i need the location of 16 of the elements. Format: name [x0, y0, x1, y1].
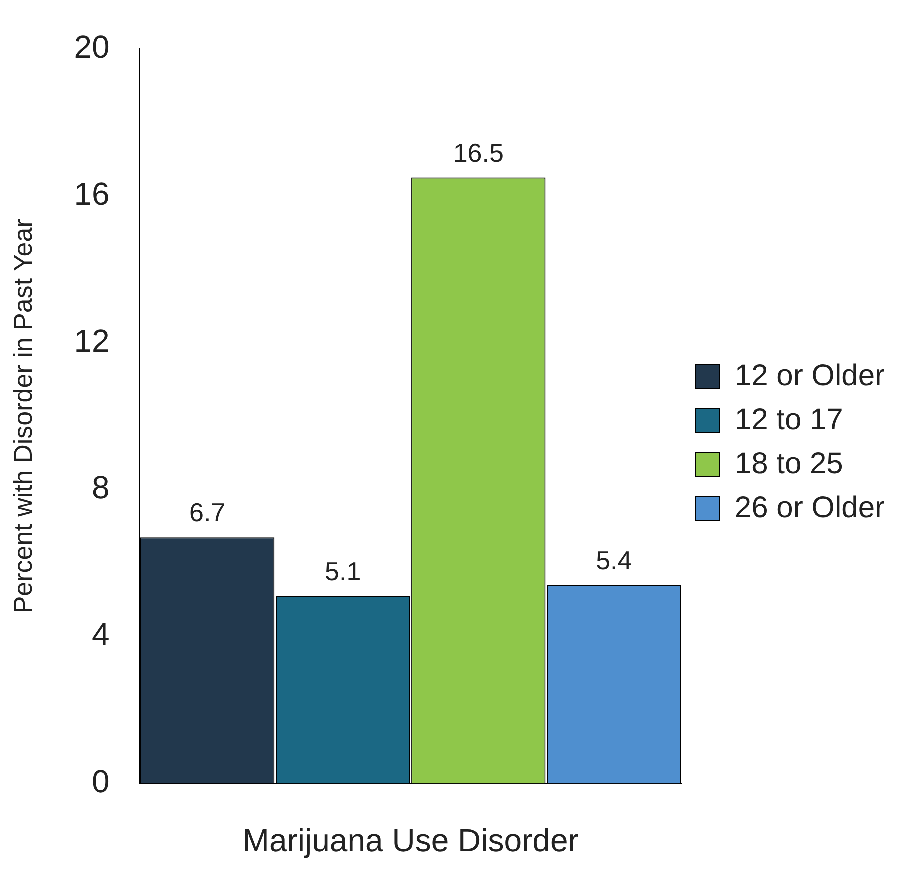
legend-label: 12 to 17	[734, 403, 844, 436]
legend-label: 18 to 25	[734, 447, 844, 480]
y-tick-label: 4	[92, 616, 110, 653]
legend-label: 12 or Older	[734, 359, 886, 392]
data-label: 16.5	[453, 138, 504, 168]
y-tick-label: 12	[74, 322, 110, 359]
y-tick-label: 20	[74, 29, 110, 66]
y-axis-title: Percent with Disorder in Past Year	[8, 218, 38, 614]
data-label: 6.7	[189, 498, 226, 528]
y-tick-label: 16	[74, 176, 110, 212]
data-label: 5.4	[596, 545, 632, 576]
data-label: 5.1	[325, 556, 362, 586]
x-axis-title: Marijuana Use Disorder	[242, 822, 580, 859]
y-tick-label: 8	[92, 470, 110, 506]
legend-label: 26 or Older	[734, 491, 886, 524]
y-tick-label: 0	[92, 763, 110, 800]
